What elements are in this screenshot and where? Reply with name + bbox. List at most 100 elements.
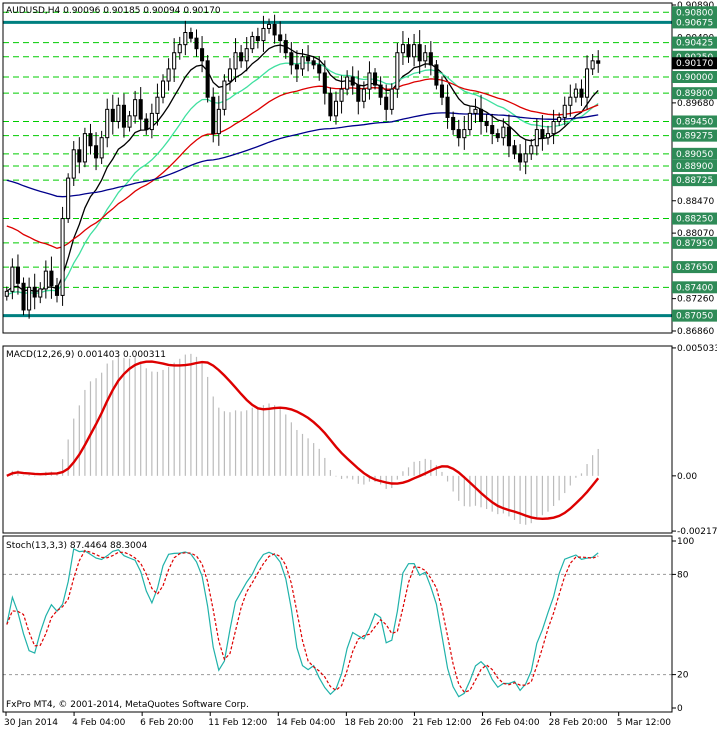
level-price-label: 0.89275	[676, 132, 713, 142]
chart-header: AUDUSD,H4 0.90096 0.90185 0.90094 0.9017…	[6, 6, 221, 16]
candle-body	[60, 218, 65, 296]
stochastic-plot	[3, 548, 672, 698]
level-price-label: 0.89800	[676, 89, 713, 99]
candle-body	[233, 52, 238, 70]
candle-body	[105, 108, 110, 139]
candle-body	[255, 36, 260, 42]
macd-panel[interactable]: MACD(12,26,9) 0.001403 0.000311 0.005033…	[2, 344, 717, 537]
time-tick-label: 6 Feb 20:00	[140, 718, 194, 728]
candle-body	[361, 88, 366, 102]
stoch-main-line	[6, 548, 599, 698]
macd-tick-label: 0.005033	[677, 344, 717, 354]
candle-body	[518, 153, 523, 163]
level-price-badge	[672, 147, 717, 160]
price-panel[interactable]: AUDUSD,H4 0.90096 0.90185 0.90094 0.9017…	[2, 1, 717, 337]
stochastic-panel[interactable]: Stoch(13,3,3) 87.4464 88.3004 100 80 20 0 F…	[2, 535, 694, 714]
candle-body	[66, 177, 71, 220]
candle-body	[278, 34, 283, 42]
candle-body	[585, 68, 590, 98]
candle-body	[239, 52, 244, 62]
stoch-tick-label: 0	[677, 704, 683, 714]
candle-body	[138, 99, 143, 120]
candle-body	[188, 32, 193, 39]
candle-body	[428, 52, 433, 66]
price-tick-label: 0.88070	[677, 229, 714, 239]
candle-body	[573, 88, 578, 98]
candle-body	[261, 27, 266, 42]
candle-body	[523, 153, 528, 163]
level-price-label: 0.89450	[676, 117, 713, 127]
candle-body	[434, 64, 439, 86]
macd-plot	[6, 353, 600, 525]
macd-axis: 0.005033 0.00 -0.002173	[672, 344, 717, 537]
candle-body	[367, 72, 372, 90]
candle-body	[372, 72, 378, 86]
candle-body	[384, 96, 389, 110]
candle-body	[473, 108, 478, 114]
candle-body	[121, 104, 126, 128]
level-price-label: 0.87400	[676, 283, 713, 293]
candle-body	[283, 40, 288, 54]
level-price-badge	[672, 281, 717, 294]
level-price-badge	[672, 16, 717, 29]
level-price-badge	[672, 87, 717, 100]
time-tick-label: 4 Feb 04:00	[72, 718, 126, 728]
candle-body	[244, 48, 249, 62]
candle-body	[545, 133, 551, 139]
candle-body	[227, 68, 233, 82]
candle-body	[205, 60, 210, 98]
candle-body	[116, 104, 121, 122]
level-price-label: 0.90000	[676, 73, 713, 83]
candle-body	[306, 56, 311, 62]
candle-body	[512, 145, 517, 155]
ma-long-line	[6, 112, 599, 198]
candle-body	[356, 84, 361, 102]
candle-body	[557, 116, 562, 122]
level-price-label: 0.88250	[676, 215, 713, 225]
level-price-badge	[672, 70, 717, 83]
candle-body	[38, 288, 43, 298]
price-tick-label: 0.87260	[677, 295, 714, 305]
price-tick-label: 0.89680	[677, 99, 714, 109]
level-price-label: 0.90425	[676, 39, 713, 49]
candle-body	[82, 133, 87, 163]
level-price-label: 0.88725	[676, 176, 713, 186]
candle-body	[506, 126, 511, 147]
candle-body	[160, 80, 166, 98]
price-tick-label: 0.88470	[677, 197, 714, 207]
candle-body	[300, 56, 305, 70]
candle-body	[345, 76, 350, 90]
candle-body	[495, 133, 500, 139]
level-price-badge	[672, 212, 717, 225]
time-tick-label: 18 Feb 20:00	[344, 718, 403, 728]
candle-body	[71, 149, 76, 179]
candle-body	[333, 100, 339, 117]
stoch-tick-label: 100	[677, 537, 694, 547]
candle-body	[94, 145, 99, 159]
candle-body	[311, 60, 316, 66]
candle-body	[149, 112, 154, 131]
level-price-badge	[672, 174, 717, 187]
candle-body	[172, 52, 177, 70]
candle-body	[445, 96, 450, 118]
candle-body	[289, 52, 294, 66]
macd-tick-label: 0.00	[677, 472, 697, 482]
candle-body	[400, 44, 405, 54]
candle-body	[378, 84, 383, 98]
time-tick-label: 11 Feb 12:00	[208, 718, 267, 728]
candle-body	[266, 23, 272, 29]
time-tick-label: 30 Jan 2014	[4, 718, 58, 728]
macd-tick-label: -0.002173	[677, 527, 717, 537]
candle-body	[389, 88, 394, 110]
level-price-label: 0.87650	[676, 263, 713, 273]
stochastic-panel-frame	[2, 535, 673, 713]
level-price-badge	[672, 6, 717, 19]
candle-body	[439, 84, 445, 98]
candle-body	[88, 133, 93, 147]
candle-body	[166, 68, 171, 82]
candle-body	[339, 88, 344, 102]
time-tick-label: 28 Feb 20:00	[549, 718, 608, 728]
candle-body	[562, 104, 567, 118]
